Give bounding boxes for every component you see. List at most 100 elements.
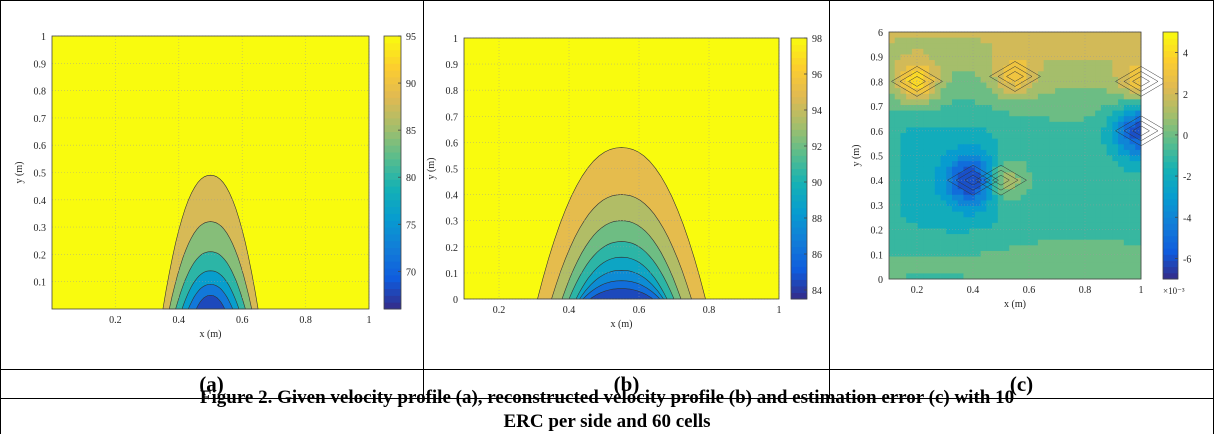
contour-cell <box>1037 133 1045 140</box>
contour-cell <box>1055 228 1062 235</box>
contour-cell <box>1135 262 1142 269</box>
contour-cell <box>911 161 919 168</box>
colorbar-segment <box>1163 174 1178 181</box>
contour-cell <box>1037 245 1045 252</box>
y-tick-label: 0.9 <box>446 60 459 71</box>
contour-cell <box>1083 228 1090 235</box>
contour-cell <box>1066 172 1073 179</box>
contour-cell <box>963 133 970 140</box>
contour-cell <box>1100 32 1108 39</box>
contour-cell <box>894 234 901 241</box>
contour-cell <box>1095 71 1102 78</box>
contour-cell <box>923 76 930 83</box>
contour-cell <box>1055 250 1062 257</box>
contour-cell <box>1118 76 1125 83</box>
contour-cell <box>917 155 924 162</box>
contour-cell <box>1112 155 1119 162</box>
contour-cell <box>1049 267 1056 274</box>
contour-cell <box>906 172 913 179</box>
contour-cell <box>952 110 959 117</box>
contour-cell <box>1066 138 1073 145</box>
contour-cell <box>957 144 964 151</box>
contour-cell <box>957 37 964 44</box>
contour-cell <box>1003 222 1010 229</box>
colorbar-frame <box>790 37 808 300</box>
contour-cell <box>1015 144 1022 151</box>
contour-cell <box>1129 149 1136 156</box>
contour-cell <box>929 189 936 196</box>
contour-cell <box>900 189 907 196</box>
contour-cell <box>1112 76 1119 83</box>
contour-cell <box>952 88 959 95</box>
contour-cell <box>1037 155 1045 162</box>
contour-cell <box>1123 267 1130 274</box>
contour-cell <box>1123 250 1130 257</box>
contour-line <box>947 164 999 196</box>
contour-cell <box>906 116 913 123</box>
contour-cell <box>1015 48 1022 55</box>
contour-cell <box>923 82 930 89</box>
contour-cell <box>917 127 924 134</box>
contour-cell <box>1078 93 1085 100</box>
contour-cell <box>1123 43 1130 50</box>
contour-cell <box>1055 104 1062 111</box>
contour-cell <box>1003 76 1010 83</box>
contour-cell <box>1037 71 1045 78</box>
contour-cell <box>1020 273 1027 280</box>
contour-cell <box>1106 155 1113 162</box>
contour-cell <box>889 110 896 117</box>
contour-cell <box>1003 43 1010 50</box>
contour-cell <box>1055 76 1062 83</box>
contour-cell <box>1100 234 1108 241</box>
contour-cell <box>923 60 930 67</box>
contour-cell <box>1049 82 1056 89</box>
contour-cell <box>929 267 936 274</box>
colorbar-segment <box>1163 136 1178 144</box>
contour-cell <box>1003 239 1010 246</box>
contour-cell <box>1032 43 1039 50</box>
contour-cell <box>911 110 919 117</box>
contour-cell <box>1135 250 1142 257</box>
contour-cell <box>1135 65 1142 72</box>
contour-cell <box>1032 250 1039 257</box>
contour-cell <box>1032 144 1039 151</box>
contour-cell <box>1020 121 1027 128</box>
contour-cell <box>992 88 999 95</box>
contour-cell <box>1129 71 1136 78</box>
contour-cell <box>1089 144 1096 151</box>
contour-cell <box>894 99 901 106</box>
contour-cell <box>1060 177 1067 184</box>
contour-cell <box>1106 256 1113 263</box>
contour-cell <box>1072 138 1079 145</box>
contour-cell <box>1037 88 1045 95</box>
contour-cell <box>934 239 941 246</box>
contour-cell <box>929 217 936 224</box>
contour-cell <box>894 267 901 274</box>
contour-cell <box>1060 133 1067 140</box>
contour-cell <box>1032 228 1039 235</box>
contour-cell <box>1106 127 1113 134</box>
contour-cell <box>929 211 936 218</box>
colorbar-segment <box>1163 81 1178 89</box>
contour-cell <box>969 93 976 100</box>
contour-cell <box>1100 228 1108 235</box>
contour-cell <box>1066 43 1073 50</box>
colorbar-tick-label: 75 <box>406 220 416 231</box>
contour-cell <box>1015 149 1022 156</box>
contour-cell <box>1135 222 1142 229</box>
contour-cell <box>940 222 947 229</box>
contour-cell <box>974 93 982 100</box>
contour-cell <box>1009 194 1016 201</box>
contour-cell <box>1072 149 1079 156</box>
y-tick-label: 0.7 <box>871 102 884 113</box>
contour-cell <box>894 65 901 72</box>
contour-cell <box>1066 250 1073 257</box>
contour-cell <box>1032 256 1039 263</box>
colorbar-segment <box>791 285 807 293</box>
contour-cell <box>1083 133 1090 140</box>
colorbar-segment <box>791 64 807 72</box>
contour-cell <box>963 228 970 235</box>
contour-cell <box>946 155 953 162</box>
contour-cell <box>963 48 970 55</box>
contour-cell <box>1009 245 1016 252</box>
